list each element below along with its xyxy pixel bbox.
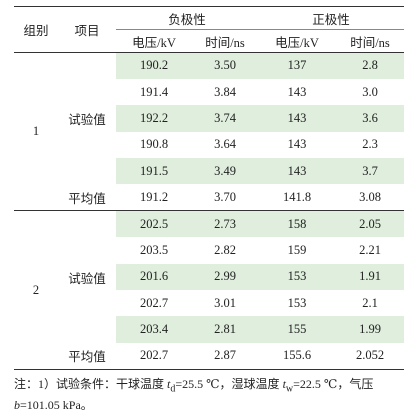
table-cell: 2.05 — [336, 210, 404, 238]
table-cell: 202.5 — [116, 210, 192, 238]
table-cell: 3.49 — [192, 158, 258, 185]
table-cell: 平均值 — [68, 191, 106, 206]
table-body: 1 试验值 190.2 3.50 137 2.8 191.4 3.84 143 3.0 192.2 3… — [14, 52, 404, 370]
note-text: w — [285, 383, 294, 395]
table-cell: 155 — [258, 316, 336, 343]
table-header: 组别 项目 负极性 正极性 电压/kV 时间/ns 电压/kV 时间/ns — [14, 6, 404, 53]
table-cell: 2.052 — [355, 348, 385, 363]
table-row: 190.8 3.64 143 2.3 — [14, 132, 404, 158]
table-cell: 3.74 — [192, 105, 258, 132]
table-cell: 3.50 — [192, 52, 258, 79]
header-cell: 时间/ns — [350, 35, 390, 50]
table-cell: 202.7 — [139, 348, 169, 363]
table-cell: 3.84 — [214, 84, 236, 99]
table-cell: 3.6 — [336, 105, 404, 132]
table-cell: 203.4 — [116, 316, 192, 343]
table-cell: 1.99 — [336, 316, 404, 343]
table-cell: 2.99 — [192, 263, 258, 291]
table-cell: 192.2 — [116, 105, 192, 132]
table-row: 203.4 2.81 155 1.99 — [14, 316, 404, 343]
note-text: t — [167, 376, 171, 391]
note-text: t — [282, 376, 286, 391]
header-cell: 组别 — [14, 6, 58, 53]
table-cell: 190.2 — [116, 52, 192, 79]
note-text: d — [170, 383, 176, 395]
table-row: 202.7 3.01 153 2.1 — [14, 290, 404, 316]
table-cell: 143 — [258, 158, 336, 185]
table-cell: 3.64 — [214, 137, 236, 152]
note-text: =101.05 kPa。 — [20, 398, 93, 413]
table-cell: 137 — [258, 52, 336, 79]
table-row: 191.4 3.84 143 3.0 — [14, 79, 404, 105]
table-cell: 平均值 — [68, 350, 106, 365]
table-cell: 2.21 — [359, 242, 381, 257]
table-cell: 1 — [14, 52, 58, 212]
note-text: =22.5 ℃，气压 — [293, 376, 374, 391]
header-cell: 电压/kV — [275, 35, 319, 50]
table-cell: 2.8 — [336, 52, 404, 79]
table-cell: 201.6 — [116, 263, 192, 291]
header-cell: 正极性 — [258, 6, 404, 30]
table-cell: 2.1 — [362, 295, 378, 310]
table-cell: 3.01 — [214, 295, 236, 310]
table-cell: 153 — [258, 263, 336, 291]
table-cell: 158 — [258, 210, 336, 238]
table-cell: 2.3 — [362, 137, 378, 152]
table-note: 注：1）试验条件：干球温度 td=25.5 ℃，湿球温度 tw=22.5 ℃，气… — [14, 376, 406, 414]
table-cell: 141.8 — [282, 189, 312, 204]
table-cell: 159 — [287, 242, 307, 257]
table-cell: 143 — [287, 84, 307, 99]
header-cell: 电压/kV — [132, 35, 176, 50]
table-row: 1 试验值 190.2 3.50 137 2.8 — [14, 52, 404, 212]
table-cell: 1.91 — [336, 263, 404, 291]
table-cell: 143 — [258, 105, 336, 132]
table-cell: 2.87 — [214, 348, 236, 363]
table-cell: 2.73 — [192, 210, 258, 238]
table-cell: 3.7 — [336, 158, 404, 185]
note-text: 注：1）试验条件：干球温度 — [14, 376, 168, 391]
table-cell: 202.7 — [139, 295, 169, 310]
table-cell: 3.0 — [362, 84, 378, 99]
table-cell: 143 — [287, 137, 307, 152]
table-row: 2 试验值 202.5 2.73 158 2.05 — [14, 210, 404, 370]
table-row: 192.2 3.74 143 3.6 — [14, 105, 404, 132]
note-text: b — [14, 398, 20, 413]
header-cell: 项目 — [58, 6, 116, 53]
header-cell: 时间/ns — [205, 35, 245, 50]
table-cell: 2.82 — [214, 242, 236, 257]
table-cell: 203.5 — [139, 242, 169, 257]
table-cell: 153 — [287, 295, 307, 310]
table-cell: 191.4 — [139, 84, 169, 99]
table-row: 191.5 3.49 143 3.7 — [14, 158, 404, 185]
table-cell: 191.2 — [139, 189, 169, 204]
table-cell: 191.5 — [116, 158, 192, 185]
table-cell: 试验值 — [68, 113, 106, 128]
table-cell: 190.8 — [139, 137, 169, 152]
table-row: 203.5 2.82 159 2.21 — [14, 237, 404, 263]
note-text: =25.5 ℃，湿球温度 — [175, 376, 283, 391]
table-cell: 2.81 — [192, 316, 258, 343]
table-cell: 3.08 — [359, 189, 381, 204]
table-row: 平均值 191.2 3.70 141.8 3.08 — [14, 184, 404, 211]
table-row: 201.6 2.99 153 1.91 — [14, 263, 404, 291]
table-cell: 试验值 — [68, 271, 106, 286]
table-cell: 155.6 — [282, 348, 312, 363]
table-row: 平均值 202.7 2.87 155.6 2.052 — [14, 343, 404, 370]
table-cell: 2 — [14, 210, 58, 370]
table-cell: 3.70 — [214, 189, 236, 204]
header-cell: 负极性 — [116, 6, 258, 30]
